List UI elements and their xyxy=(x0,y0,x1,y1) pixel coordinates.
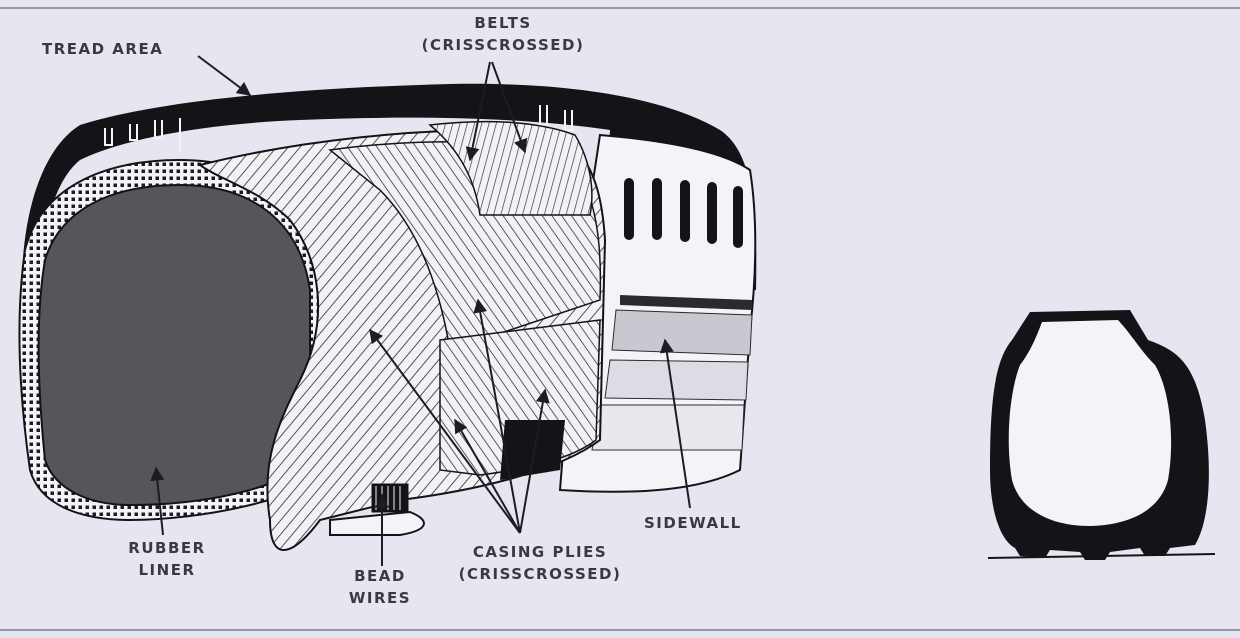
leader-belts-a xyxy=(465,61,491,162)
leader-casing-b xyxy=(473,298,521,534)
sidewall-band-grey xyxy=(611,309,753,356)
leader-rubber-liner xyxy=(150,466,165,536)
label-bead-wires-line1: BEAD xyxy=(354,567,406,585)
belts-layer xyxy=(428,120,593,216)
leader-casing-d xyxy=(454,418,521,534)
label-rubber-liner: RUBBER LINER xyxy=(112,537,222,581)
label-casing-plies-line2: (CRISSCROSSED) xyxy=(458,565,622,583)
tread-grooves xyxy=(104,105,573,152)
label-bead-wires: BEAD WIRES xyxy=(335,565,425,609)
bead-toe xyxy=(329,510,425,536)
tread-slots xyxy=(624,178,743,248)
label-casing-plies: CASING PLIES (CRISSCROSSED) xyxy=(440,541,640,585)
cross-section-ground xyxy=(987,553,1216,559)
label-casing-plies-line1: CASING PLIES xyxy=(472,543,608,561)
lower-dark-wedge xyxy=(500,420,565,480)
leader-tread-area xyxy=(197,55,252,96)
label-tread-area: TREAD AREA xyxy=(42,40,164,58)
label-rubber-liner-line2: LINER xyxy=(138,561,196,579)
leader-lines xyxy=(150,55,691,566)
sidewall-band-light xyxy=(591,404,745,451)
tire-cutaway xyxy=(18,83,757,551)
label-belts-line2: (CRISSCROSSED) xyxy=(421,36,585,54)
sidewall-band-grey-2 xyxy=(604,359,749,401)
leader-sidewall xyxy=(659,338,691,509)
leader-casing-a xyxy=(369,328,521,534)
tire-cross-section xyxy=(987,310,1216,560)
sidewall-band-dark xyxy=(620,295,752,310)
cross-section-cavity xyxy=(1008,320,1172,526)
rubber-liner-fill xyxy=(37,183,311,507)
label-rubber-liner-line1: RUBBER xyxy=(128,539,206,557)
leader-belts-b xyxy=(491,61,528,154)
label-belts-line1: BELTS xyxy=(474,14,532,32)
label-bead-wires-line2: WIRES xyxy=(348,589,412,607)
label-sidewall: SIDEWALL xyxy=(644,514,742,532)
leader-casing-c xyxy=(519,388,550,534)
label-belts: BELTS (CRISSCROSSED) xyxy=(408,12,598,56)
bead-wires-bundle xyxy=(371,483,409,513)
